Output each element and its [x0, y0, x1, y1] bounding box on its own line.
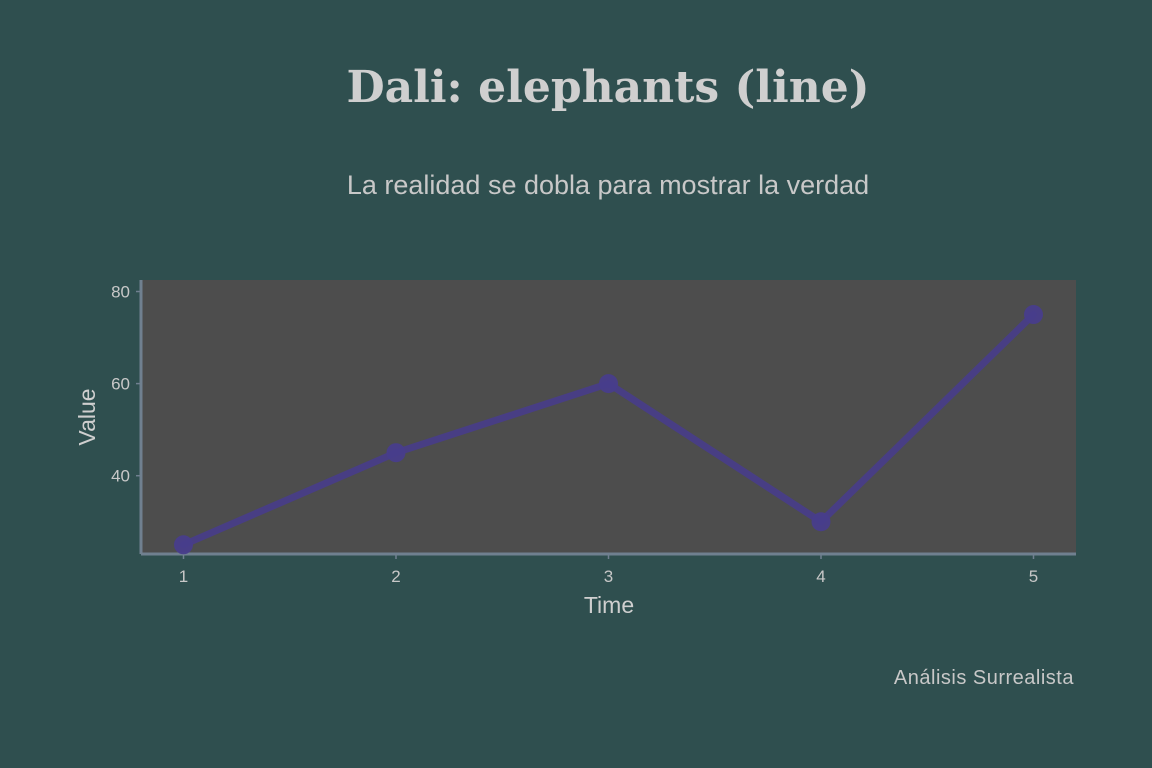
y-axis-label: Value	[74, 388, 100, 445]
y-tick-label: 40	[111, 467, 130, 486]
data-point	[599, 374, 618, 394]
x-axis: 1 2 3 4 5	[141, 552, 1076, 586]
data-point	[811, 512, 831, 532]
x-tick-label: 2	[391, 567, 400, 586]
x-tick-label: 5	[1029, 567, 1038, 586]
chart-title: Dali: elephants (line)	[346, 62, 870, 113]
x-tick-label: 4	[816, 567, 825, 586]
y-tick-label: 60	[111, 375, 130, 394]
y-axis: 40 60 80	[111, 280, 143, 554]
footer-caption: Análisis Surrealista	[893, 667, 1074, 689]
x-tick-label: 1	[179, 567, 188, 586]
series-group	[174, 305, 1043, 555]
data-point	[386, 443, 406, 463]
x-axis-label: Time	[584, 592, 634, 618]
data-point	[1024, 305, 1043, 325]
data-point	[174, 535, 193, 555]
x-tick-label: 3	[604, 567, 613, 586]
plot-area	[141, 280, 1076, 554]
chart-subtitle: La realidad se dobla para mostrar la ver…	[346, 170, 870, 200]
y-tick-label: 80	[111, 283, 130, 302]
